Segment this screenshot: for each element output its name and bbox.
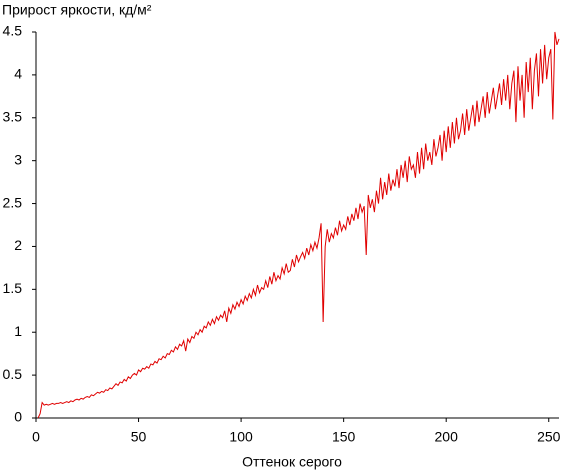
y-tick-label: 3 [14,151,22,167]
x-tick-label: 150 [332,429,356,445]
y-tick-label: 0.5 [3,366,23,382]
x-tick-label: 200 [435,429,459,445]
x-tick-label: 250 [537,429,561,445]
data-line [37,31,560,419]
chart-title: Прирост яркости, кд/м² [2,2,152,18]
y-tick-label: 0 [14,409,22,425]
y-tick-label: 3.5 [3,108,23,124]
x-tick-label: 50 [131,429,147,445]
y-tick-label: 2.5 [3,194,23,210]
y-tick-label: 4.5 [3,23,23,39]
y-tick-label: 1 [14,323,22,339]
y-tick-label: 2 [14,237,22,253]
x-axis-label: Оттенок серого [242,454,342,470]
x-tick-label: 0 [32,429,40,445]
y-tick-label: 1.5 [3,280,23,296]
y-tick-label: 4 [14,66,22,82]
x-tick-label: 100 [229,429,253,445]
